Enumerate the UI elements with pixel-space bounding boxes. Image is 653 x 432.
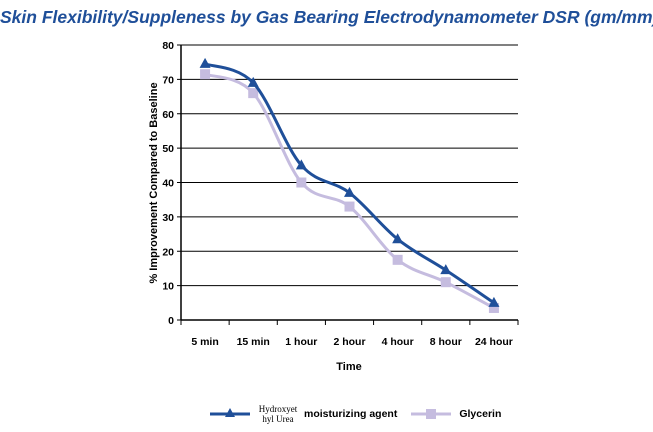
y-tick-label: 30 bbox=[162, 212, 174, 224]
grid-lines bbox=[181, 44, 518, 287]
data-point-hydroxyethyl-urea bbox=[247, 76, 259, 87]
legend-item-glycerin: Glycerin bbox=[409, 404, 501, 424]
data-point-hydroxyethyl-urea bbox=[440, 264, 452, 275]
y-axis-title: % Improvement Compared to Baseline bbox=[148, 82, 160, 283]
data-point-glycerin bbox=[440, 277, 451, 288]
x-tick-label: 15 min bbox=[237, 336, 270, 348]
series-group bbox=[199, 57, 500, 313]
legend-swatch-glycerin bbox=[411, 409, 452, 419]
data-point-hydroxyethyl-urea bbox=[488, 296, 500, 307]
y-tick-label: 20 bbox=[162, 246, 174, 258]
x-tick-label: 5 min bbox=[191, 336, 218, 348]
data-point-glycerin bbox=[296, 177, 307, 188]
x-tick-label: 4 hour bbox=[382, 336, 414, 348]
x-tick-label: 2 hour bbox=[333, 336, 365, 348]
legend-swatch-hydroxyethyl-urea bbox=[210, 408, 250, 417]
y-tick-label: 40 bbox=[162, 178, 174, 190]
y-tick-label: 10 bbox=[162, 281, 174, 293]
data-point-glycerin bbox=[248, 88, 259, 99]
data-point-hydroxyethyl-urea bbox=[344, 186, 355, 197]
y-tick-label: 60 bbox=[162, 109, 174, 121]
y-tick-label: 0 bbox=[168, 315, 174, 327]
legend-label-glycerin: Glycerin bbox=[459, 408, 502, 420]
legend-note: moisturizing agent bbox=[304, 408, 398, 420]
x-tick-label: 24 hour bbox=[475, 336, 513, 348]
data-point-hydroxyethyl-urea bbox=[199, 57, 211, 68]
x-tick-labels: 5 min 15 min 1 hour 2 hour 4 hour 8 hour 24 ho… bbox=[191, 336, 513, 348]
data-point-hydroxyethyl-urea bbox=[392, 233, 404, 244]
data-point-hydroxyethyl-urea bbox=[295, 159, 307, 170]
data-point-glycerin bbox=[488, 302, 499, 313]
x-axis-title: Time bbox=[336, 361, 361, 373]
legend-label-hydroxyethyl-urea: Hydroxyet hyl Urea bbox=[258, 404, 298, 424]
data-point-glycerin bbox=[392, 254, 403, 265]
line-chart: 0 10 20 30 40 50 60 70 80 5 min 15 min 1 hour 2 hou… bbox=[148, 40, 519, 373]
data-point-glycerin bbox=[200, 69, 211, 80]
y-tick-label: 70 bbox=[162, 74, 174, 86]
x-tick-label: 8 hour bbox=[430, 336, 462, 348]
series-line-hydroxyethyl-urea bbox=[204, 62, 495, 305]
y-tick-label: 80 bbox=[162, 40, 174, 52]
chart-title: Skin Flexibility/Suppleness by Gas Beari… bbox=[0, 7, 653, 27]
y-tick-labels: 0 10 20 30 40 50 60 70 80 bbox=[162, 40, 174, 327]
legend: Hydroxyet hyl Urea moisturizing agent Gl… bbox=[208, 402, 507, 426]
x-tick-label: 1 hour bbox=[285, 336, 317, 348]
data-point-glycerin bbox=[344, 201, 355, 212]
y-tick-label: 50 bbox=[162, 143, 174, 155]
axes bbox=[177, 44, 519, 325]
legend-item-hydroxyethyl-urea: Hydroxyet hyl Urea bbox=[208, 404, 298, 424]
